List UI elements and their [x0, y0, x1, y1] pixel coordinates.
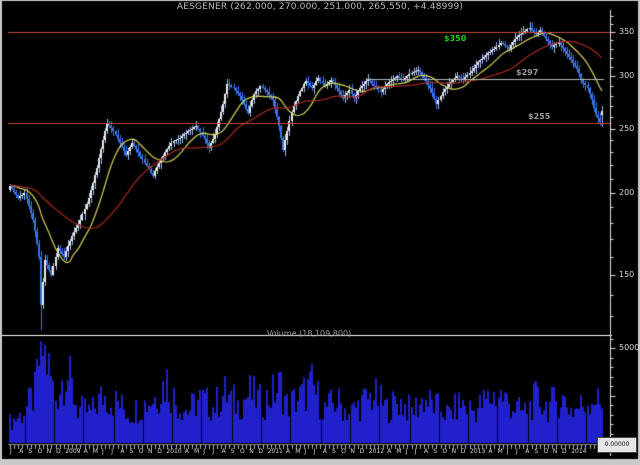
month-label: O	[341, 448, 346, 455]
month-label: N	[552, 448, 558, 455]
year-label: 2012	[368, 448, 385, 455]
month-label: A	[525, 448, 530, 455]
month-label: J	[111, 448, 113, 455]
month-label: S	[230, 448, 235, 455]
month-label: S	[534, 448, 539, 455]
month-label: O	[240, 448, 245, 455]
month-label: A	[387, 448, 392, 455]
year-label: 2014	[571, 448, 587, 455]
month-label: J	[516, 448, 518, 455]
month-label: D	[359, 448, 365, 455]
month-label: A	[184, 448, 189, 455]
month-label: A	[19, 448, 24, 455]
month-label: S	[28, 448, 33, 455]
month-label: J	[313, 448, 316, 455]
month-label: J	[102, 448, 104, 455]
month-label: J	[10, 448, 12, 455]
month-label: N	[46, 448, 52, 455]
month-label: A	[322, 448, 327, 455]
month-label: O	[138, 448, 144, 455]
month-label: D	[56, 448, 61, 455]
month-label: M	[497, 448, 503, 455]
year-label: 2009	[65, 448, 81, 455]
month-label: S	[332, 448, 336, 455]
year-label: 2010	[166, 448, 182, 455]
month-label: A	[83, 448, 88, 455]
month-label: S	[433, 448, 437, 455]
month-label: N	[148, 448, 153, 455]
month-label: J	[203, 448, 205, 455]
month-label: A	[424, 448, 429, 455]
month-label: A	[488, 448, 493, 455]
month-label: O	[442, 448, 448, 455]
month-label: O	[543, 448, 549, 455]
scale-readout-box: 0.00000	[597, 437, 637, 453]
month-label: J	[304, 448, 307, 455]
month-label: S	[129, 448, 134, 455]
year-label: 2011	[267, 448, 283, 455]
date-axis-labels: J A S O N D 2009 A M J J A S O N D 2010 A M J J A S O N D 2011 A M J J…	[0, 448, 640, 460]
month-label: J	[506, 448, 509, 455]
month-label: M	[92, 448, 98, 455]
month-label: N	[451, 448, 457, 455]
month-label: D	[562, 448, 567, 455]
month-label: N	[350, 448, 355, 455]
month-label: M	[295, 448, 301, 455]
month-label: D	[258, 448, 264, 455]
month-label: A	[286, 448, 291, 455]
month-label: J	[212, 448, 215, 455]
month-label: J	[414, 448, 417, 455]
month-label: D	[460, 448, 466, 455]
month-label: M	[396, 448, 402, 455]
month-label: A	[120, 448, 125, 455]
month-label: O	[37, 448, 43, 455]
month-label: M	[194, 448, 200, 455]
month-label: J	[405, 448, 408, 455]
year-label: 2013	[470, 448, 486, 455]
month-label: A	[221, 448, 226, 455]
month-label: N	[249, 448, 254, 455]
month-label: D	[157, 448, 162, 455]
